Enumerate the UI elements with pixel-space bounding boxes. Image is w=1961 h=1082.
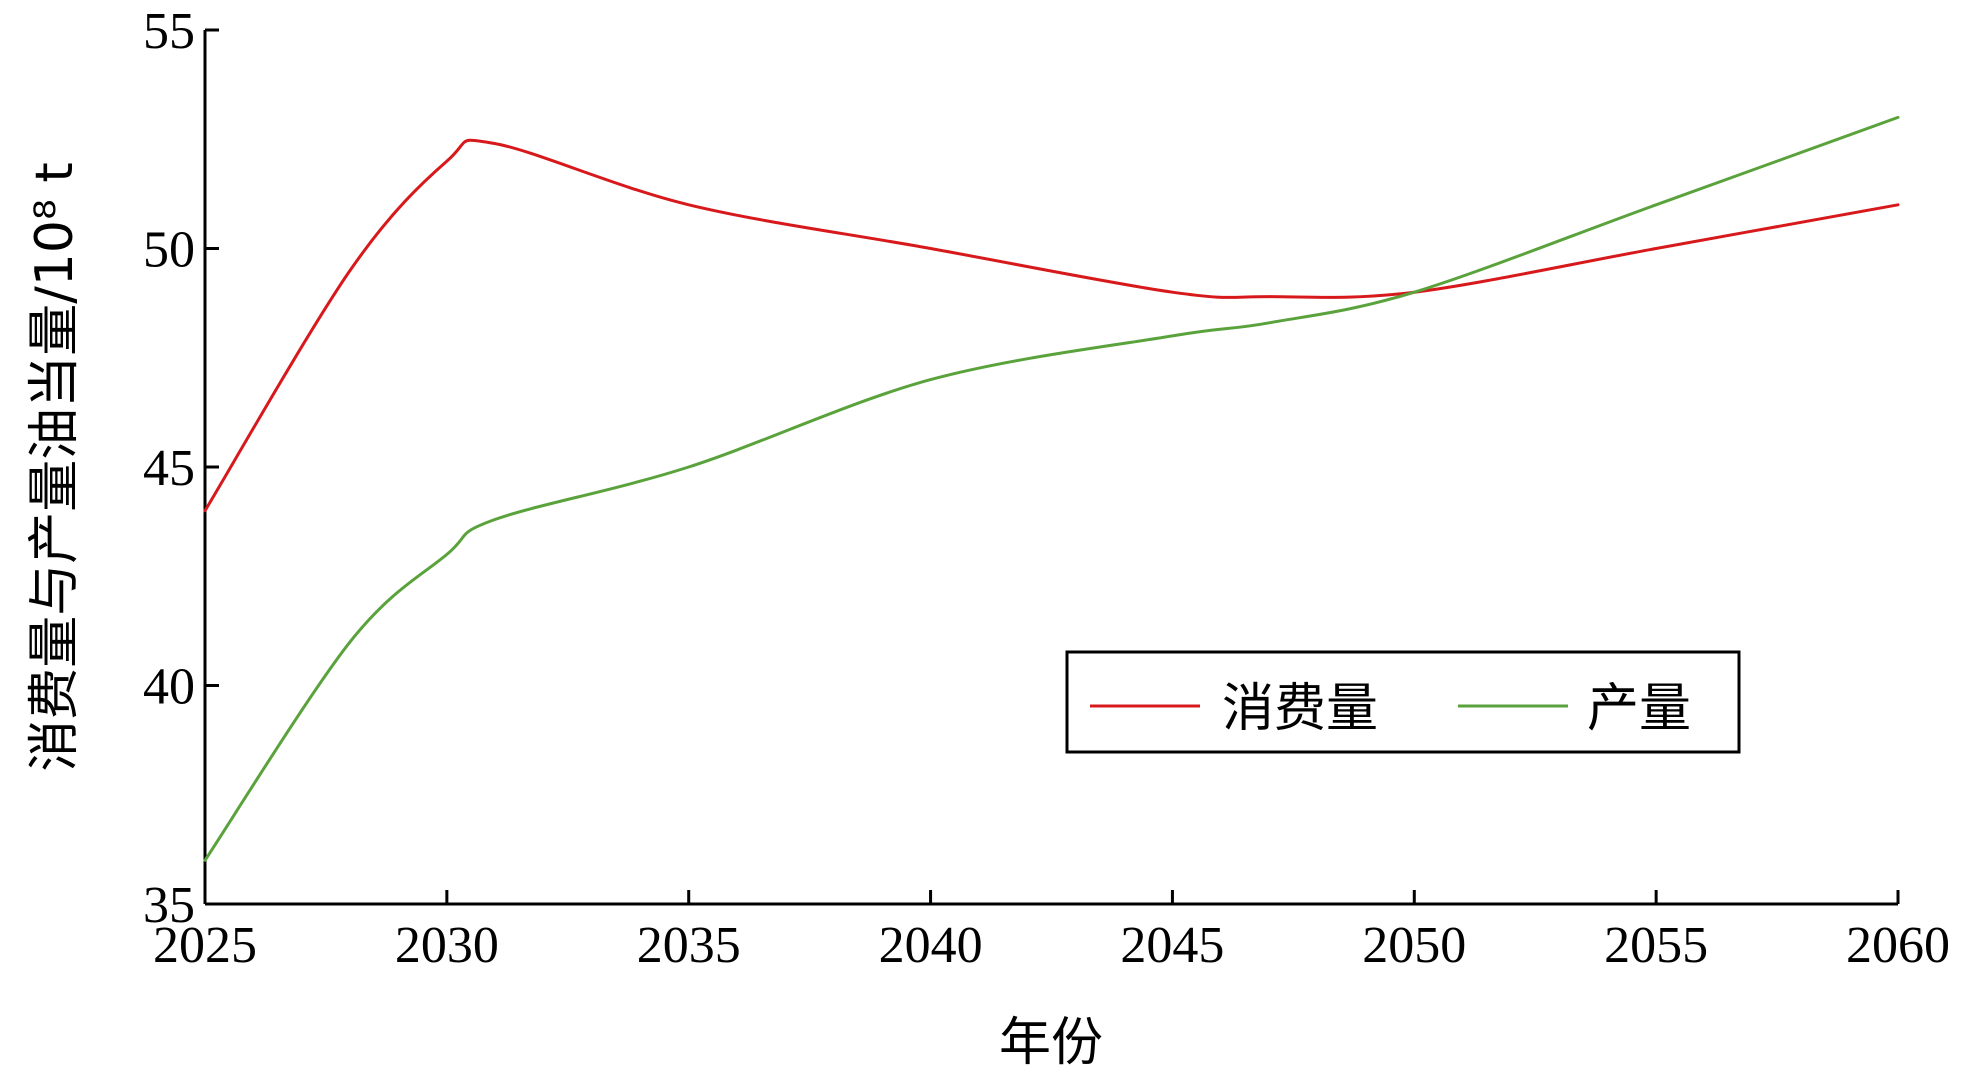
- x-ticks: 2025 2030 2035 2040 2045 2050 2055 2060: [153, 890, 1950, 974]
- y-tick-label: 40: [143, 659, 195, 716]
- x-tick-label: 2045: [1120, 917, 1224, 974]
- legend-label-consumption: 消费量: [1222, 679, 1378, 739]
- series-line-production: [203, 115, 1900, 862]
- y-axis-title: 消费量与产量油当量/10⁸ t: [25, 162, 85, 771]
- legend-label-production: 产量: [1587, 679, 1691, 739]
- y-ticks: 35 40 45 50 55: [143, 3, 219, 934]
- x-tick-label: 2040: [879, 917, 983, 974]
- x-tick-label: 2025: [153, 917, 257, 974]
- y-tick-label: 35: [143, 877, 195, 934]
- x-tick-label: 2050: [1362, 917, 1466, 974]
- y-tick-label: 55: [143, 3, 195, 60]
- series-lines: [203, 115, 1900, 862]
- x-tick-label: 2055: [1604, 917, 1708, 974]
- x-tick-label: 2060: [1846, 917, 1950, 974]
- y-tick-label: 50: [143, 222, 195, 279]
- axes: [203, 30, 1898, 906]
- x-tick-label: 2030: [395, 917, 499, 974]
- x-axis-title: 年份: [999, 1013, 1103, 1073]
- x-tick-label: 2035: [637, 917, 741, 974]
- legend-box: [1065, 650, 1741, 754]
- legend: 消费量 产量: [1065, 650, 1741, 754]
- y-tick-label: 45: [143, 440, 195, 497]
- series-line-consumption: [203, 138, 1900, 513]
